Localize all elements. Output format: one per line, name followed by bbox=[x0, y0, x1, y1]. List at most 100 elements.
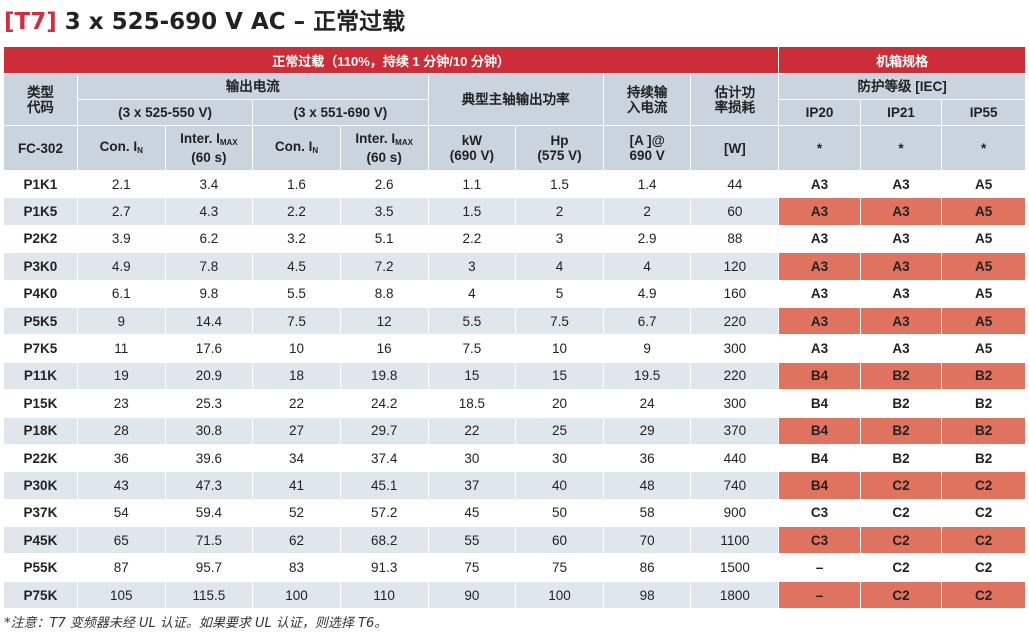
cell-i2: 12 bbox=[340, 307, 429, 336]
cell-ip21: C2 bbox=[860, 499, 943, 528]
cell-hp: 100 bbox=[515, 581, 604, 610]
cell-c2: 83 bbox=[252, 553, 341, 582]
cell-model: P2K2 bbox=[4, 225, 78, 254]
table-row: P1K1 2.1 3.4 1.6 2.6 1.1 1.5 1.4 44 A3 A3 A5 bbox=[4, 170, 1026, 199]
cell-hp: 3 bbox=[515, 225, 604, 254]
page-title: [T7] 3 x 525-690 V AC – 正常过载 bbox=[4, 4, 405, 40]
cell-kw: 37 bbox=[428, 471, 517, 500]
cell-model: P5K5 bbox=[4, 307, 78, 336]
overload-header: 正常过载（110%，持续 1 分钟/10 分钟） bbox=[4, 47, 780, 74]
cell-hp: 40 bbox=[515, 471, 604, 500]
cell-ip20: A3 bbox=[778, 307, 861, 336]
cell-hp: 5 bbox=[515, 280, 604, 308]
cell-i1: 6.2 bbox=[165, 225, 254, 254]
cell-kw: 30 bbox=[428, 444, 517, 473]
cell-i1: 7.8 bbox=[165, 252, 254, 281]
cell-ip21: A3 bbox=[860, 280, 943, 308]
cell-w: 440 bbox=[690, 444, 780, 473]
ip20-header: IP20 bbox=[778, 99, 861, 126]
cell-ip21: B2 bbox=[860, 417, 943, 445]
table-row: P37K 54 59.4 52 57.2 45 50 58 900 C3 C2 C2 bbox=[4, 499, 1026, 528]
table-row: P2K2 3.9 6.2 3.2 5.1 2.2 3 2.9 88 A3 A3 A5 bbox=[4, 225, 1026, 254]
cell-w: 300 bbox=[690, 334, 780, 363]
cell-c1: 43 bbox=[77, 471, 166, 500]
cell-ip21: C2 bbox=[860, 471, 943, 500]
cell-ip55: A5 bbox=[941, 170, 1026, 199]
cell-i1: 17.6 bbox=[165, 334, 254, 363]
ip55-header: IP55 bbox=[941, 99, 1026, 126]
cell-hp: 25 bbox=[515, 417, 604, 445]
cell-c2: 41 bbox=[252, 471, 341, 500]
con-in-header-1: Con. IN bbox=[77, 125, 166, 171]
ip21-header: IP21 bbox=[860, 99, 943, 126]
cell-ip21: A3 bbox=[860, 252, 943, 281]
cell-w: 60 bbox=[690, 197, 780, 226]
cell-c2: 62 bbox=[252, 526, 341, 555]
cell-c1: 23 bbox=[77, 389, 166, 418]
inter-imax-header-1: Inter. IMAX (60 s) bbox=[165, 125, 254, 171]
cell-i2: 7.2 bbox=[340, 252, 429, 281]
cell-kw: 2.2 bbox=[428, 225, 517, 254]
cell-w: 1800 bbox=[690, 581, 780, 610]
cell-ip20: – bbox=[778, 581, 861, 610]
continuous-input-header: 持续输 入电流 bbox=[603, 73, 692, 126]
cell-kw: 1.5 bbox=[428, 197, 517, 226]
cell-c2: 22 bbox=[252, 389, 341, 418]
cell-kw: 3 bbox=[428, 252, 517, 281]
cell-amp: 6.7 bbox=[603, 307, 692, 336]
cell-hp: 1.5 bbox=[515, 170, 604, 199]
cell-c1: 36 bbox=[77, 444, 166, 473]
cell-amp: 29 bbox=[603, 417, 692, 445]
cell-i2: 2.6 bbox=[340, 170, 429, 199]
cell-ip21: A3 bbox=[860, 334, 943, 363]
cell-ip55: A5 bbox=[941, 225, 1026, 254]
cell-model: P4K0 bbox=[4, 280, 78, 308]
cell-ip20: A3 bbox=[778, 170, 861, 199]
table-row: P7K5 11 17.6 10 16 7.5 10 9 300 A3 A3 A5 bbox=[4, 334, 1026, 363]
cell-w: 220 bbox=[690, 307, 780, 336]
cell-ip20: B4 bbox=[778, 444, 861, 473]
cell-c1: 9 bbox=[77, 307, 166, 336]
cell-i1: 71.5 bbox=[165, 526, 254, 555]
table-row: P4K0 6.1 9.8 5.5 8.8 4 5 4.9 160 A3 A3 A5 bbox=[4, 280, 1026, 308]
cell-hp: 75 bbox=[515, 553, 604, 582]
table-row: P11K 19 20.9 18 19.8 15 15 19.5 220 B4 B2 B2 bbox=[4, 362, 1026, 391]
ip20-star: * bbox=[778, 125, 861, 171]
cell-ip55: A5 bbox=[941, 307, 1026, 336]
hp-header: Hp (575 V) bbox=[515, 125, 604, 171]
cell-ip21: A3 bbox=[860, 170, 943, 199]
cell-w: 1100 bbox=[690, 526, 780, 555]
cell-amp: 4.9 bbox=[603, 280, 692, 308]
cell-i1: 25.3 bbox=[165, 389, 254, 418]
table-row: P45K 65 71.5 62 68.2 55 60 70 1100 C3 C2 C2 bbox=[4, 526, 1026, 555]
cell-model: P45K bbox=[4, 526, 78, 555]
cell-w: 160 bbox=[690, 280, 780, 308]
protection-header: 防护等级 [IEC] bbox=[778, 73, 1026, 100]
cell-ip55: C2 bbox=[941, 581, 1026, 610]
cell-ip21: C2 bbox=[860, 553, 943, 582]
cell-kw: 4 bbox=[428, 280, 517, 308]
cell-ip55: A5 bbox=[941, 197, 1026, 226]
table-row: P3K0 4.9 7.8 4.5 7.2 3 4 4 120 A3 A3 A5 bbox=[4, 252, 1026, 281]
cell-amp: 9 bbox=[603, 334, 692, 363]
cell-c2: 52 bbox=[252, 499, 341, 528]
cell-kw: 15 bbox=[428, 362, 517, 391]
cell-ip20: A3 bbox=[778, 334, 861, 363]
cell-c2: 5.5 bbox=[252, 280, 341, 308]
cell-model: P18K bbox=[4, 417, 78, 445]
cell-i1: 4.3 bbox=[165, 197, 254, 226]
inter-imax-header-2: Inter. IMAX (60 s) bbox=[340, 125, 429, 171]
cell-ip55: C2 bbox=[941, 499, 1026, 528]
cell-ip20: C3 bbox=[778, 526, 861, 555]
cell-c1: 28 bbox=[77, 417, 166, 445]
cell-ip21: B2 bbox=[860, 444, 943, 473]
cell-amp: 24 bbox=[603, 389, 692, 418]
cell-i2: 110 bbox=[340, 581, 429, 610]
cell-i2: 19.8 bbox=[340, 362, 429, 391]
cell-ip55: B2 bbox=[941, 444, 1026, 473]
table-row: P55K 87 95.7 83 91.3 75 75 86 1500– C2 C2 bbox=[4, 553, 1026, 582]
cell-w: 900 bbox=[690, 499, 780, 528]
cell-ip21: C2 bbox=[860, 526, 943, 555]
cell-ip20: – bbox=[778, 553, 861, 582]
cell-amp: 2.9 bbox=[603, 225, 692, 254]
